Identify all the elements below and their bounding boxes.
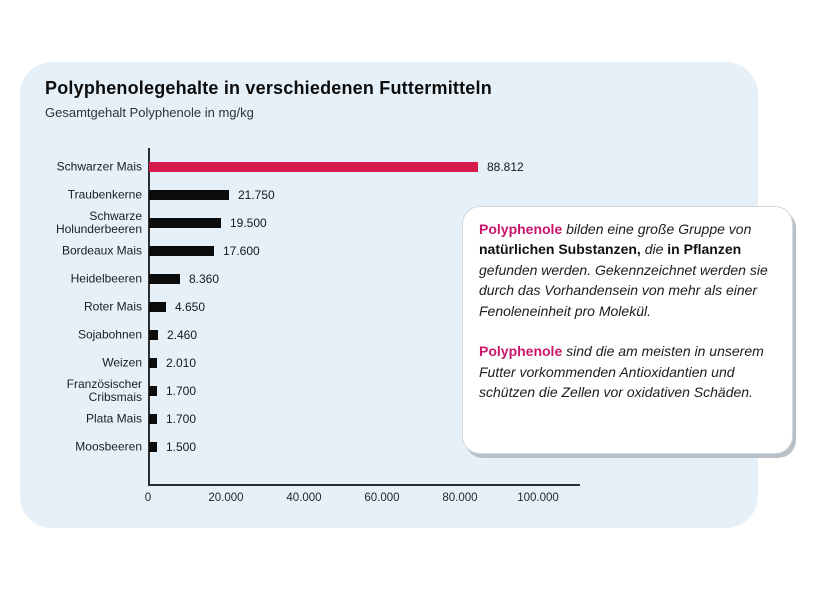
- bar-category-label: Weizen: [102, 355, 142, 370]
- bar-value-label: 88.812: [487, 160, 524, 174]
- bar-value-label: 2.010: [166, 356, 197, 370]
- bar-category-label: Heidelbeeren: [70, 271, 142, 286]
- x-tick-label: 0: [144, 492, 152, 504]
- bar-row: Bordeaux Mais 17.600: [20, 237, 758, 265]
- callout-paragraph: Polyphenole sind die am meisten in unser…: [479, 341, 776, 402]
- bar: [149, 246, 214, 256]
- callout-text-run: in Pflanzen: [667, 241, 742, 258]
- callout-text-run: bilden eine große Gruppe von: [562, 221, 752, 237]
- accent-text: Polyphenole: [479, 221, 563, 237]
- accent-text: Polyphenole: [479, 343, 563, 360]
- bar: [149, 162, 478, 172]
- bar: [149, 414, 157, 424]
- bar: [149, 218, 221, 228]
- chart-title: Polyphenolegehalte in verschiedenen Futt…: [45, 78, 492, 98]
- bar-row: Moosbeeren 1.500: [20, 433, 758, 461]
- x-tick-label: 40.000: [286, 492, 322, 504]
- bar-row: Schwarze Holunderbeeren 19.500: [20, 209, 758, 237]
- bar-row: Weizen 2.010: [20, 349, 758, 377]
- x-tick-label: 80.000: [442, 492, 478, 504]
- callout-paragraph: Polyphenole bilden eine große Gruppe von…: [479, 219, 776, 321]
- bar-row: Heidelbeeren 8.360: [20, 265, 758, 293]
- bar: [149, 442, 157, 452]
- bar: [149, 274, 180, 284]
- bar-category-label: Sojabohnen: [77, 327, 142, 342]
- bar-row: Französischer Cribsmais 1.700: [20, 377, 758, 405]
- bar-value-label: 1.500: [166, 440, 197, 454]
- x-axis-ticks: 0 20.000 40.000 60.000 80.000 100.000: [144, 492, 588, 508]
- bar-row: Schwarzer Mais 88.812: [20, 153, 758, 181]
- bar-value-label: 8.360: [189, 272, 220, 286]
- bar-category-label: Schwarzer Mais: [56, 159, 142, 174]
- bar-value-label: 17.600: [223, 244, 260, 258]
- bar-value-label: 21.750: [238, 188, 275, 202]
- chart-axes: [148, 148, 580, 486]
- bar: [149, 190, 229, 200]
- bar-category-label: Traubenkerne: [67, 187, 142, 202]
- bar-value-label: 19.500: [230, 216, 267, 230]
- bar-category-label: Moosbeeren: [75, 439, 142, 454]
- bar-category-label: Roter Mais: [83, 299, 142, 314]
- bar: [149, 302, 166, 312]
- bar-category-label: Plata Mais: [85, 411, 142, 426]
- x-tick-label: 60.000: [364, 492, 400, 504]
- bar: [149, 330, 158, 340]
- bar: [149, 358, 157, 368]
- bar-category-label: Bordeaux Mais: [61, 243, 142, 258]
- bar-category-label: Französischer Cribsmais: [66, 377, 142, 404]
- bar-row: Traubenkerne 21.750: [20, 181, 758, 209]
- bar-row: Plata Mais 1.700: [20, 405, 758, 433]
- bar-value-label: 1.700: [166, 384, 197, 398]
- x-tick-label: 100.000: [517, 492, 559, 504]
- bar: [149, 386, 157, 396]
- bar-value-label: 2.460: [167, 328, 198, 342]
- chart-subtitle: Gesamtgehalt Polyphenole in mg/kg: [45, 105, 254, 120]
- bar-row: Roter Mais 4.650: [20, 293, 758, 321]
- callout-text-run: sind die am meisten in unserem Futter vo…: [479, 343, 764, 401]
- bar-row: Sojabohnen 2.460: [20, 321, 758, 349]
- bar-rows: Schwarzer Mais 88.812 Traubenkerne 21.750 Sc…: [20, 153, 758, 461]
- callout-text-run: die: [640, 241, 668, 258]
- info-callout: Polyphenole bilden eine große Gruppe von…: [462, 206, 793, 454]
- bar-value-label: 1.700: [166, 412, 197, 426]
- x-tick-label: 20.000: [208, 492, 244, 504]
- bar-category-label: Schwarze Holunderbeeren: [55, 209, 142, 236]
- callout-text-run: gefunden werden. Gekennzeichnet werden s…: [479, 261, 768, 319]
- callout-text-run: natürlichen Substanzen,: [479, 241, 641, 258]
- bar-value-label: 4.650: [175, 300, 206, 314]
